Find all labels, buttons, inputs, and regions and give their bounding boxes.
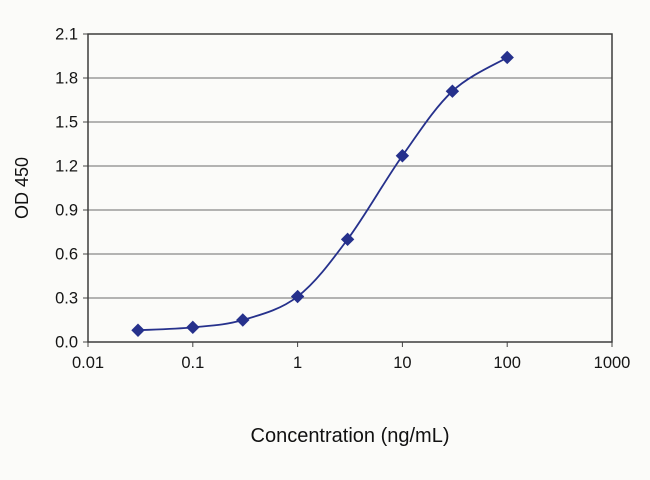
y-tick-label: 0.6 (55, 246, 78, 264)
y-tick-label: 0.0 (55, 334, 78, 352)
x-tick-label: 10 (393, 354, 411, 372)
x-tick-label: 1000 (594, 354, 631, 372)
y-tick-label: 1.2 (55, 158, 78, 176)
x-tick-label: 1 (293, 354, 302, 372)
plot-border (87, 33, 613, 343)
y-tick-label: 0.3 (55, 290, 78, 308)
data-point-marker (395, 149, 410, 163)
y-tick-label: 1.8 (55, 70, 78, 88)
y-tick-label: 1.5 (55, 114, 78, 132)
data-point-marker (340, 232, 355, 247)
x-axis-title: Concentration (ng/mL) (251, 425, 450, 447)
data-point-marker (186, 320, 200, 335)
y-tick-label: 0.9 (55, 202, 78, 220)
y-tick-label: 2.1 (55, 26, 78, 44)
data-point-marker (445, 84, 460, 98)
data-point-marker (290, 289, 305, 304)
series-line (137, 56, 508, 332)
plot-background (88, 34, 612, 342)
data-point-marker (236, 313, 250, 327)
x-tick-label: 100 (493, 354, 521, 372)
data-point-marker (131, 323, 145, 337)
x-tick-label: 0.01 (72, 354, 104, 372)
x-tick-label: 0.1 (181, 354, 204, 372)
data-point-marker (500, 50, 514, 65)
y-axis-title: OD 450 (12, 157, 32, 219)
